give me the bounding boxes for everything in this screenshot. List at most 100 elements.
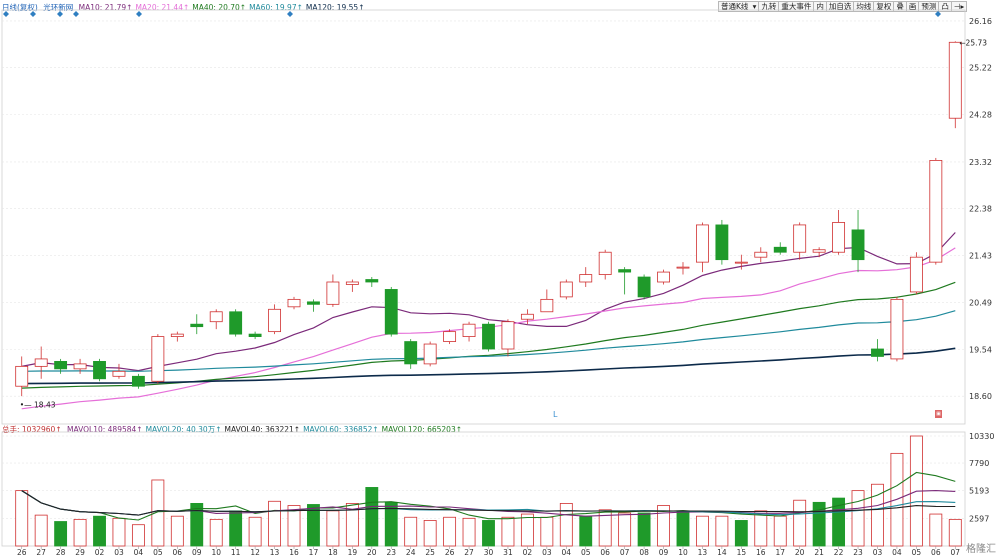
mavol-legend-item: MAVOL40: 363221↑	[224, 425, 301, 434]
low-marker-label: L	[553, 410, 558, 419]
event-flag-icon[interactable]: ▣	[935, 410, 942, 418]
x-tick-label: 07	[620, 548, 630, 557]
high-price-label: ←25.73	[959, 38, 987, 47]
candle-body	[365, 279, 379, 283]
candle-body	[559, 281, 573, 298]
volume-bar	[365, 487, 379, 547]
x-tick-label: 09	[192, 548, 202, 557]
x-tick-label: 02	[95, 548, 105, 557]
candle-body	[404, 341, 418, 365]
volume-bar	[715, 515, 729, 547]
candle-body	[501, 321, 515, 350]
ma-legend: MA10: 21.79↑ MA20: 21.44↑ MA40: 20.70↑ MA60…	[79, 3, 368, 12]
volume-bar	[131, 524, 145, 547]
candle-body	[73, 363, 87, 370]
candle-body	[520, 313, 534, 320]
candle-body	[384, 289, 398, 335]
candle-body	[170, 333, 184, 337]
x-tick-label: 24	[406, 548, 416, 557]
ma60-line	[21, 310, 956, 372]
volume-bar	[520, 513, 534, 547]
candle-body	[423, 343, 437, 365]
candle-body	[812, 249, 826, 253]
price-axis-label: 26.16	[969, 17, 992, 26]
volume-bar	[579, 515, 593, 547]
x-tick-label: 12	[250, 548, 260, 557]
mavol-legend-item: MAVOL20: 40.30万↑	[145, 425, 222, 434]
candle-body	[871, 348, 884, 357]
candle-body	[268, 308, 281, 333]
volume-axis-label: 5193	[969, 487, 989, 496]
toolbar-button[interactable]: ⊣▸	[950, 1, 968, 12]
x-tick-label: 03	[542, 548, 552, 557]
price-axis-label: 18.60	[969, 392, 992, 401]
x-tick-label: 16	[289, 548, 299, 557]
x-tick-label: 04	[134, 548, 144, 557]
x-tick-label: 20	[795, 548, 805, 557]
x-tick-label: 19	[348, 548, 358, 557]
x-tick-label: 06	[931, 548, 941, 557]
event-diamond-icon	[30, 11, 36, 17]
volume-bar	[73, 518, 87, 547]
volume-bar	[618, 512, 632, 547]
x-tick-label: 26	[445, 548, 455, 557]
ma-legend-item: MA40: 20.70↑	[192, 3, 247, 12]
price-axis-label: 20.49	[969, 298, 992, 307]
volume-legend: 总手: 1032960↑ MAVOL10: 489584↑ MAVOL20: 40…	[2, 424, 468, 435]
volume-bar	[112, 517, 126, 547]
candle-body	[131, 375, 145, 387]
mavol-legend-item: MAVOL120: 665203↑	[381, 425, 462, 434]
toolbar-button[interactable]: 普通K线	[718, 1, 760, 12]
candle-body	[540, 298, 554, 313]
volume-bar	[754, 510, 768, 547]
price-axis-label: 22.38	[969, 205, 992, 214]
candle-body	[793, 224, 807, 253]
volume-bar	[54, 521, 68, 547]
ma120-line	[21, 347, 956, 385]
event-diamond-icon	[136, 11, 142, 17]
volume-bar	[15, 490, 29, 547]
x-tick-label: 15	[737, 548, 747, 557]
candle-body	[482, 323, 495, 350]
x-tick-label: 17	[309, 548, 319, 557]
event-diamond-icon	[935, 11, 941, 17]
x-tick-label: 14	[717, 548, 727, 557]
x-tick-label: 23	[853, 548, 863, 557]
volume-bar	[34, 514, 48, 547]
candle-body	[909, 256, 923, 293]
x-tick-label: 13	[270, 548, 280, 557]
x-tick-label: 27	[464, 548, 474, 557]
volume-bar	[851, 490, 865, 547]
candle-body	[443, 331, 457, 342]
candle-body	[851, 229, 865, 261]
volume-bar	[482, 520, 495, 547]
candle-body	[34, 358, 48, 367]
volume-bar	[773, 515, 787, 547]
candle-body	[579, 274, 593, 283]
candle-body	[345, 281, 359, 285]
x-tick-label: 03	[873, 548, 883, 557]
volume-bar	[170, 515, 184, 547]
candle-body	[287, 298, 301, 308]
volume-bar	[268, 500, 281, 547]
candle-body	[15, 365, 29, 387]
candle-body	[773, 246, 787, 253]
x-tick-label: 16	[756, 548, 766, 557]
x-tick-label: 04	[562, 548, 572, 557]
volume-axis-label: 10330	[969, 432, 994, 441]
stock-name: 光环新网	[43, 3, 74, 12]
volume-bar	[793, 499, 807, 547]
candle-body	[948, 41, 962, 119]
candle-body	[462, 323, 476, 337]
x-tick-label: 18	[328, 548, 338, 557]
volume-bar	[462, 517, 476, 547]
price-axis-label: 21.43	[969, 252, 992, 261]
candle-body	[248, 333, 262, 337]
price-panel-frame	[1, 9, 966, 425]
volume-bar	[423, 520, 437, 547]
volume-bar	[443, 516, 457, 547]
x-tick-label: 25	[425, 548, 435, 557]
x-tick-label: 05	[153, 548, 163, 557]
candle-body	[112, 370, 126, 377]
